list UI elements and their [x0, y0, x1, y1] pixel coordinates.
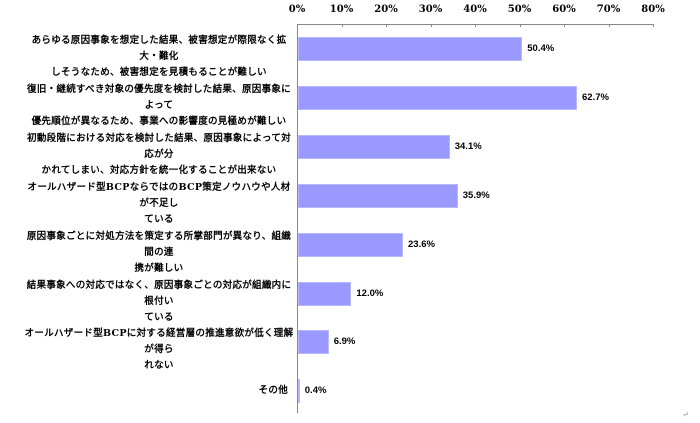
value-label: 6.9%: [333, 336, 356, 347]
category-label-line: 携が難しい: [134, 263, 184, 274]
category-label: その他: [24, 383, 288, 399]
category-label-line: 優先順位が異なるため、事業への影響度の見極めが難しい: [31, 116, 287, 127]
bar: [298, 282, 352, 306]
x-tick-label: 0%: [288, 4, 306, 15]
category-label: 原因事象ごとに対処方法を策定する所掌部門が異なり、組織間の連携が難しい: [24, 229, 294, 277]
category-label-line: オールハザード型BCPに対する経営層の推進意欲が低く理解が得ら: [24, 328, 294, 355]
value-label: 23.6%: [408, 239, 435, 250]
category-label-line: ている: [144, 312, 174, 323]
y-axis-line: [297, 24, 298, 413]
value-label: 62.7%: [582, 92, 609, 103]
x-tick-mark: [519, 24, 521, 27]
return-mark-icon: ↵: [682, 410, 689, 419]
category-label: 初動段階における対応を検討した結果、原因事象によって対応が分かれてしまい、対応方…: [24, 131, 294, 179]
category-label-line: ている: [144, 214, 174, 225]
bar: [298, 233, 404, 257]
category-label: オールハザード型BCPならではのBCP策定ノウハウや人材が不足している: [24, 180, 294, 228]
category-label-line: 復旧・継続すべき対象の優先度を検討した結果、原因事象によって: [27, 84, 291, 111]
category-label: 結果事象への対応ではなく、原因事象ごとの対応が組織内に根付いている: [24, 278, 294, 326]
x-tick-mark: [608, 24, 610, 27]
x-tick-label: 20%: [374, 4, 398, 15]
bar: [298, 135, 450, 159]
category-label: あらゆる原因事象を想定した結果、被害想定が際限なく拡大・難化しそうなため、被害想…: [24, 33, 294, 81]
category-label-line: オールハザード型BCPならではのBCP策定ノウハウや人材が不足し: [27, 182, 291, 209]
x-tick-mark: [475, 24, 476, 27]
x-tick-mark: [653, 24, 654, 27]
x-tick-label: 70%: [596, 4, 621, 15]
x-tick-mark: [341, 24, 343, 27]
x-tick-label: 60%: [552, 4, 576, 15]
category-label-line: 結果事象への対応ではなく、原因事象ごとの対応が組織内に根付い: [26, 280, 292, 307]
x-tick-label: 80%: [641, 4, 665, 15]
x-tick-mark: [386, 24, 387, 27]
x-tick-label: 50%: [507, 4, 532, 15]
x-tick-label: 10%: [329, 4, 354, 15]
x-tick-label: 40%: [463, 4, 487, 15]
category-label-line: しそうなため、被害想定を見積もることが難しい: [51, 67, 267, 78]
category-label: 復旧・継続すべき対象の優先度を検討した結果、原因事象によって優先順位が異なるため…: [24, 82, 294, 130]
category-label-line: れない: [144, 360, 174, 371]
category-label-line: 原因事象ごとに対処方法を策定する所掌部門が異なり、組織間の連: [26, 231, 292, 258]
value-label: 12.0%: [356, 288, 384, 299]
category-label-line: 初動段階における対応を検討した結果、原因事象によって対応が分: [27, 133, 291, 160]
x-tick-mark: [297, 24, 298, 27]
category-label-line: その他: [258, 385, 288, 396]
bar: [298, 330, 329, 354]
x-tick-mark: [564, 24, 565, 27]
value-label: 35.9%: [462, 190, 490, 201]
value-label: 50.4%: [527, 43, 555, 54]
bar: [298, 37, 523, 61]
bar: [298, 86, 577, 110]
x-tick-label: 30%: [418, 4, 443, 15]
value-label: 0.4%: [304, 385, 327, 396]
bar: [298, 379, 300, 403]
category-label-line: あらゆる原因事象を想定した結果、被害想定が際限なく拡大・難化: [31, 35, 287, 62]
category-label: オールハザード型BCPに対する経営層の推進意欲が低く理解が得られない: [24, 326, 294, 374]
bar: [298, 184, 458, 208]
value-label: 34.1%: [454, 141, 482, 152]
x-tick-mark: [430, 24, 432, 27]
category-label-line: かれてしまい、対応方針を統一化することが出来ない: [41, 165, 277, 176]
